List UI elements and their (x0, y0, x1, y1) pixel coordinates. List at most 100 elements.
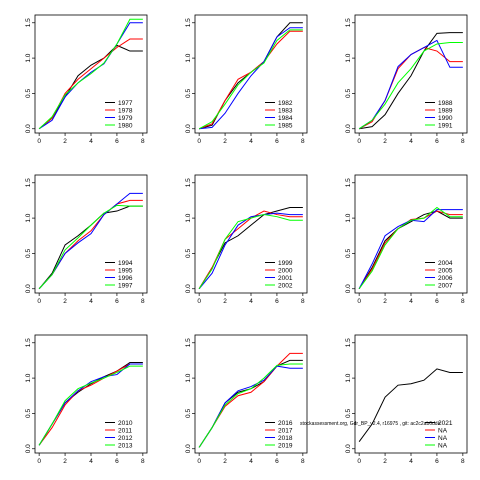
x-tick-label: 4 (409, 138, 413, 145)
y-tick-label: 1.0 (25, 53, 32, 62)
legend-label: 2001 (278, 275, 293, 282)
x-tick-label: 2 (223, 298, 227, 305)
legend-label: 2021 (438, 420, 453, 427)
legend-label: 1985 (278, 122, 293, 129)
y-tick-label: 0.0 (25, 124, 32, 133)
legend-label: 1983 (278, 107, 293, 114)
y-tick-label: 1.0 (345, 373, 352, 382)
x-tick-label: 2 (383, 138, 387, 145)
x-tick-label: 8 (461, 298, 465, 305)
series-line (38, 18, 143, 130)
y-tick-label: 0.0 (185, 284, 192, 293)
y-tick-label: 1.0 (185, 373, 192, 382)
y-tick-label: 1.0 (185, 213, 192, 222)
series-line (358, 368, 463, 442)
legend-label: 2002 (278, 282, 293, 289)
series-line (359, 32, 463, 130)
x-tick-label: 0 (197, 138, 201, 145)
x-tick-label: 0 (357, 298, 361, 305)
series-line (38, 192, 143, 290)
y-tick-label: 1.0 (25, 373, 32, 382)
y-tick-label: 0.5 (345, 89, 352, 98)
x-tick-label: 2 (63, 138, 67, 145)
x-tick-label: 0 (357, 138, 361, 145)
x-tick-label: 6 (435, 298, 439, 305)
x-tick-label: 8 (141, 138, 145, 145)
legend-label: 1977 (118, 100, 133, 107)
legend-label: 2012 (118, 435, 133, 442)
x-tick-label: 0 (197, 458, 201, 465)
x-tick-label: 6 (435, 458, 439, 465)
x-tick-label: 4 (89, 458, 93, 465)
y-tick-label: 1.5 (25, 178, 32, 187)
y-tick-label: 0.5 (185, 89, 192, 98)
series-line (38, 44, 143, 130)
x-tick-label: 8 (141, 298, 145, 305)
y-tick-label: 1.5 (185, 178, 192, 187)
series-line (38, 204, 143, 290)
legend-label: NA (438, 427, 448, 434)
y-tick-label: 1.5 (185, 18, 192, 27)
legend-label: 2017 (278, 427, 293, 434)
series-line (38, 363, 143, 446)
legend-label: 1991 (438, 122, 453, 129)
series-line (358, 39, 463, 130)
x-tick-label: 8 (301, 458, 305, 465)
series-line (358, 210, 463, 290)
legend-label: 2006 (438, 275, 453, 282)
x-tick-label: 2 (383, 298, 387, 305)
x-tick-label: 4 (249, 458, 253, 465)
series-line (358, 206, 463, 290)
x-tick-label: 2 (63, 458, 67, 465)
series-line (198, 29, 303, 130)
y-tick-label: 1.0 (185, 53, 192, 62)
x-tick-label: 2 (63, 298, 67, 305)
legend-label: 1979 (118, 115, 133, 122)
y-tick-label: 0.5 (345, 409, 352, 418)
legend-label: 1996 (118, 275, 133, 282)
legend-label: 1999 (278, 260, 293, 267)
y-tick-label: 1.5 (185, 338, 192, 347)
x-tick-label: 8 (461, 458, 465, 465)
series-line (38, 22, 143, 130)
y-tick-label: 0.5 (25, 249, 32, 258)
series-line (198, 212, 303, 290)
x-tick-label: 6 (275, 298, 279, 305)
x-tick-label: 2 (223, 138, 227, 145)
x-tick-label: 6 (275, 138, 279, 145)
y-tick-label: 1.5 (25, 338, 32, 347)
x-tick-label: 0 (37, 458, 41, 465)
y-tick-label: 0.5 (25, 89, 32, 98)
x-tick-label: 8 (301, 138, 305, 145)
legend-label: 1997 (118, 282, 133, 289)
y-tick-label: 1.5 (345, 18, 352, 27)
x-tick-label: 0 (197, 298, 201, 305)
y-tick-label: 0.0 (345, 124, 352, 133)
y-tick-label: 0.0 (345, 284, 352, 293)
x-tick-label: 4 (409, 298, 413, 305)
legend-label: 2005 (438, 267, 453, 274)
x-tick-label: 6 (115, 138, 119, 145)
y-tick-label: 0.0 (185, 124, 192, 133)
legend-label: 2004 (438, 260, 453, 267)
y-tick-label: 0.5 (345, 249, 352, 258)
legend-label: 2019 (278, 442, 293, 449)
legend-label: 1988 (438, 100, 453, 107)
x-tick-label: 4 (249, 298, 253, 305)
x-tick-label: 0 (37, 138, 41, 145)
legend-label: 2000 (278, 267, 293, 274)
y-tick-label: 1.0 (25, 213, 32, 222)
legend-label: 2010 (118, 420, 133, 427)
x-tick-label: 8 (301, 298, 305, 305)
legend-label: 2007 (438, 282, 453, 289)
x-tick-label: 0 (37, 298, 41, 305)
x-tick-label: 6 (275, 458, 279, 465)
legend-label: 2016 (278, 420, 293, 427)
annotation: stockassessment.org, Gdr_BP_v2.4, r16975… (300, 421, 441, 427)
